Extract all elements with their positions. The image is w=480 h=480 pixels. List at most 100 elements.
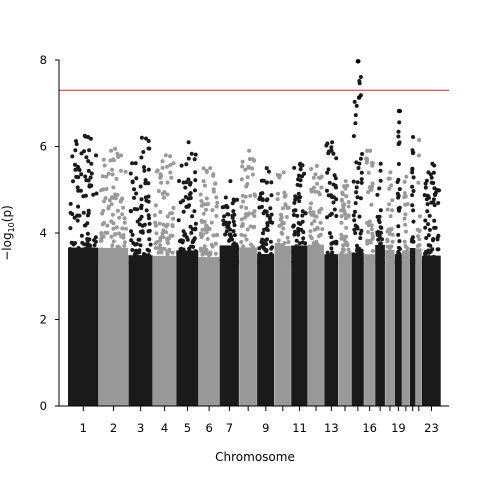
snp-point xyxy=(340,247,345,252)
snp-point xyxy=(106,171,111,176)
x-tick-label: 11 xyxy=(292,421,307,435)
x-tick-label: 4 xyxy=(161,421,168,435)
snp-point xyxy=(148,261,153,266)
snp-point xyxy=(120,212,125,217)
snp-point xyxy=(200,227,205,232)
snp-point xyxy=(135,219,140,224)
snp-point xyxy=(79,172,84,177)
snp-point xyxy=(243,215,248,220)
chromosome-5-points xyxy=(176,250,199,406)
x-tick-label: 5 xyxy=(184,421,191,435)
snp-point xyxy=(144,260,149,265)
snp-point xyxy=(123,169,128,174)
snp-point xyxy=(297,173,301,178)
snp-point xyxy=(311,175,316,180)
snp-point xyxy=(265,223,270,228)
snp-point xyxy=(186,204,191,209)
chromosome-4-top-point xyxy=(163,153,168,158)
snp-point xyxy=(301,236,306,241)
snp-point xyxy=(94,153,98,158)
snp-point xyxy=(424,257,429,262)
snp-point xyxy=(244,206,249,210)
snp-point xyxy=(190,214,195,219)
top-hit-point xyxy=(397,108,402,114)
snp-point xyxy=(426,233,431,238)
snp-point xyxy=(144,136,148,141)
snp-point xyxy=(267,216,272,220)
snp-point xyxy=(357,214,362,219)
snp-point xyxy=(170,233,175,238)
snp-point xyxy=(405,202,410,206)
snp-point xyxy=(300,213,305,218)
snp-point xyxy=(292,253,297,258)
snp-point xyxy=(204,230,209,235)
snp-point xyxy=(100,174,105,179)
snp-point xyxy=(103,230,108,235)
snp-point xyxy=(435,187,439,192)
snp-point xyxy=(146,146,151,151)
snp-point xyxy=(109,234,114,239)
snp-point xyxy=(73,162,77,167)
snp-point xyxy=(329,145,334,150)
snp-point xyxy=(101,157,106,162)
snp-point xyxy=(394,260,399,265)
snp-point xyxy=(193,261,198,266)
snp-point xyxy=(297,241,302,246)
snp-point xyxy=(136,237,141,242)
x-tick-label: 1 xyxy=(80,421,87,435)
snp-point xyxy=(171,205,176,210)
snp-point xyxy=(423,218,428,223)
snp-point xyxy=(429,175,434,180)
snp-point xyxy=(117,231,122,236)
snp-point xyxy=(435,247,440,252)
snp-point xyxy=(76,246,81,250)
snp-point xyxy=(293,194,298,199)
snp-point xyxy=(106,204,111,209)
snp-point xyxy=(153,203,158,208)
snp-point xyxy=(244,237,249,242)
snp-point xyxy=(378,168,383,173)
snp-point xyxy=(228,232,233,237)
snp-point xyxy=(162,246,167,251)
snp-point xyxy=(201,166,206,171)
snp-point xyxy=(239,260,244,265)
snp-point xyxy=(269,193,274,198)
snp-point xyxy=(314,214,319,219)
snp-point xyxy=(221,222,226,227)
snp-point xyxy=(417,214,422,219)
snp-point xyxy=(91,249,96,254)
snp-point xyxy=(102,163,107,168)
snp-point xyxy=(148,242,153,247)
snp-point xyxy=(353,223,358,228)
snp-point xyxy=(116,155,121,159)
snp-point xyxy=(181,209,186,214)
snp-point xyxy=(346,247,351,252)
snp-point xyxy=(205,237,210,241)
snp-point xyxy=(431,197,436,202)
snp-point xyxy=(137,222,142,227)
snp-point xyxy=(228,237,232,242)
snp-point xyxy=(113,232,118,237)
snp-point xyxy=(386,257,391,262)
x-axis-label: Chromosome xyxy=(215,450,295,464)
snp-point xyxy=(353,201,358,206)
chromosome-7-points xyxy=(219,245,239,406)
snp-point xyxy=(326,167,331,172)
snp-point xyxy=(138,229,143,234)
snp-point xyxy=(299,227,304,232)
snp-point xyxy=(432,218,437,223)
snp-point xyxy=(84,254,89,259)
snp-point xyxy=(110,247,114,252)
snp-point xyxy=(199,203,204,208)
data-points xyxy=(68,59,441,406)
snp-point xyxy=(285,206,290,210)
snp-point xyxy=(75,213,80,218)
snp-point xyxy=(317,261,322,266)
snp-point xyxy=(416,180,421,185)
snp-point xyxy=(86,159,91,164)
snp-point xyxy=(85,243,90,248)
snp-point xyxy=(201,250,206,255)
snp-point xyxy=(111,226,116,231)
snp-point xyxy=(75,218,80,223)
snp-point xyxy=(78,249,83,254)
